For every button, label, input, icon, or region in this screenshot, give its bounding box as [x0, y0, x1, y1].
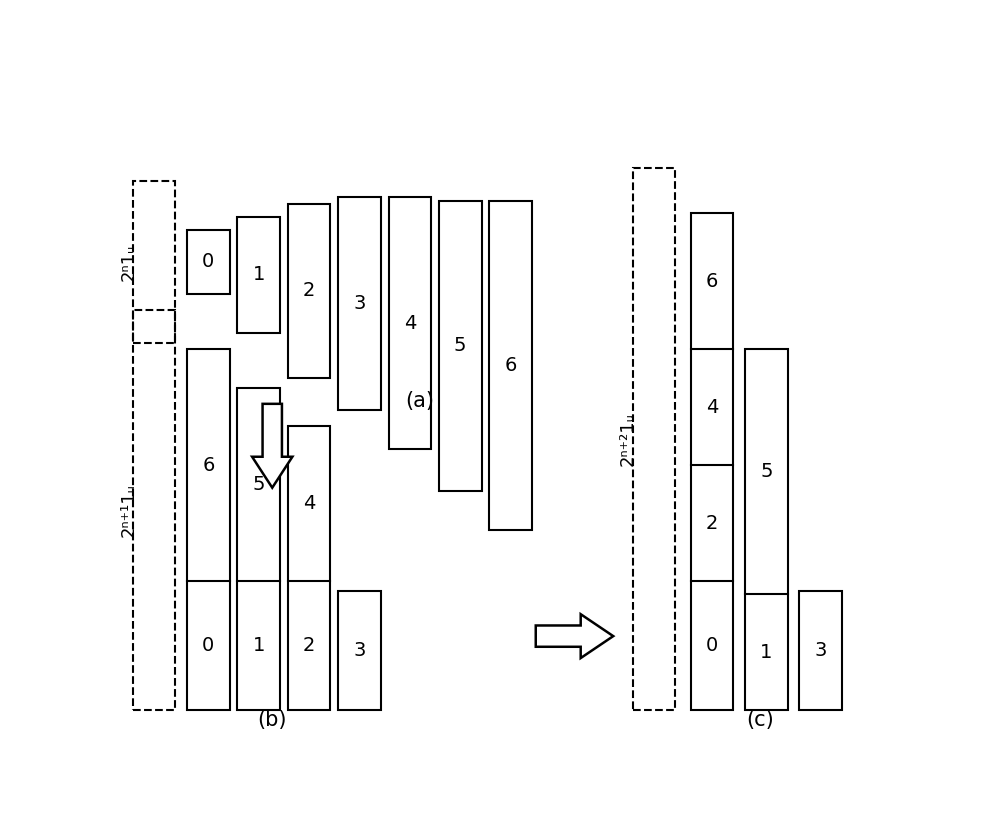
Bar: [691, 214, 733, 711]
Text: 4: 4: [706, 398, 718, 416]
Text: 0: 0: [202, 252, 214, 272]
Text: 4: 4: [404, 313, 416, 333]
Text: 3: 3: [353, 294, 366, 313]
Polygon shape: [536, 614, 613, 658]
Text: 2: 2: [706, 514, 718, 533]
Bar: [388, 198, 431, 449]
Text: 2: 2: [303, 636, 315, 655]
Bar: [338, 591, 381, 711]
Text: 2: 2: [303, 282, 315, 300]
Bar: [187, 349, 230, 711]
Text: 3: 3: [814, 641, 827, 660]
Bar: [633, 168, 675, 711]
Text: (a): (a): [405, 391, 434, 411]
Bar: [237, 388, 280, 711]
Bar: [133, 181, 175, 343]
Text: 1: 1: [252, 636, 265, 655]
Text: 1: 1: [760, 643, 772, 662]
Text: 1: 1: [252, 266, 265, 284]
Text: (b): (b): [258, 710, 287, 730]
Text: 6: 6: [706, 272, 718, 291]
Bar: [237, 217, 280, 333]
Bar: [745, 349, 788, 711]
Text: 0: 0: [202, 636, 214, 655]
Text: 0: 0: [706, 636, 718, 655]
Bar: [799, 591, 842, 711]
Text: 2ⁿ⁺¹1ᵤ: 2ⁿ⁺¹1ᵤ: [120, 484, 138, 537]
Text: 2ⁿ⁺²1ᵤ: 2ⁿ⁺²1ᵤ: [618, 412, 636, 466]
Text: 4: 4: [303, 494, 315, 514]
Bar: [187, 230, 230, 294]
Text: 5: 5: [760, 463, 773, 481]
Bar: [338, 198, 381, 411]
Bar: [288, 427, 330, 711]
Text: 6: 6: [504, 355, 517, 375]
Bar: [133, 310, 175, 711]
Text: 6: 6: [202, 456, 214, 474]
Text: 5: 5: [252, 475, 265, 494]
Text: 5: 5: [454, 336, 466, 355]
Bar: [288, 204, 330, 378]
Bar: [439, 200, 482, 491]
Text: 3: 3: [353, 641, 366, 660]
Bar: [489, 200, 532, 530]
Polygon shape: [252, 404, 292, 488]
Text: (c): (c): [747, 710, 774, 730]
Text: 2ⁿ1ᵤ: 2ⁿ1ᵤ: [120, 243, 138, 281]
